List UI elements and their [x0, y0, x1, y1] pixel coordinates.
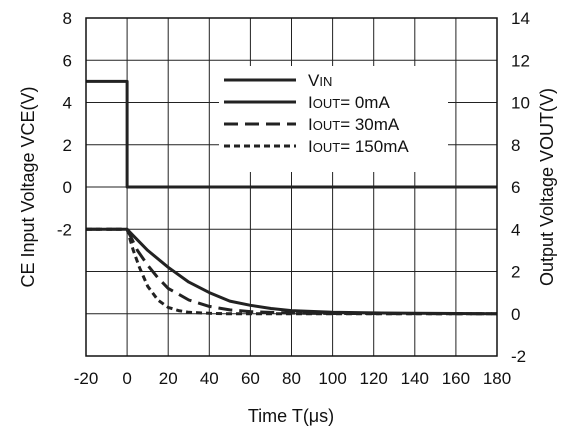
y-right-tick-label: 2	[511, 263, 520, 282]
y-right-tick-label: 12	[511, 51, 530, 70]
x-tick-label: 0	[122, 369, 131, 388]
y-right-tick-label: 4	[511, 220, 520, 239]
legend-label-2: IOUT= 30mA	[308, 115, 400, 134]
legend-label-1: IOUT= 0mA	[308, 93, 390, 112]
y-left-tick-label: 0	[63, 178, 72, 197]
y-right-tick-label: 8	[511, 136, 520, 155]
y-right-tick-label: 6	[511, 178, 520, 197]
x-tick-label: 120	[360, 369, 388, 388]
y-right-tick-label: -2	[511, 347, 526, 366]
x-tick-label: -20	[74, 369, 99, 388]
series-line-3	[86, 227, 497, 316]
y-left-tick-label: 4	[63, 94, 72, 113]
y-right-tick-label: 14	[511, 9, 530, 28]
y-left-tick-label: 6	[63, 51, 72, 70]
legend-background	[219, 66, 448, 172]
legend-label-3: IOUT= 150mA	[308, 137, 409, 156]
x-tick-label: 100	[318, 369, 346, 388]
series-layer	[86, 79, 498, 316]
x-tick-label: 80	[282, 369, 301, 388]
plot-frame	[85, 17, 498, 357]
y-right-tick-label: 0	[511, 305, 520, 324]
x-tick-label: 180	[483, 369, 511, 388]
x-tick-label: 160	[442, 369, 470, 388]
y-axis-title-right: Output Voltage VOUT(V)	[537, 88, 557, 286]
x-tick-label: 40	[200, 369, 219, 388]
series-line-0	[86, 79, 497, 189]
y-left-tick-label: 2	[63, 136, 72, 155]
x-tick-label: 20	[159, 369, 178, 388]
y-right-tick-label: 10	[511, 94, 530, 113]
y-left-tick-label: 8	[63, 9, 72, 28]
x-tick-label: 60	[241, 369, 260, 388]
tick-labels: -20 0 20 40 60 80 100 120 140 160 18086420-2141210…	[57, 9, 530, 388]
legend: VIN IOUT= 0mA IOUT= 30mA IOUT= 150mA	[219, 66, 448, 172]
legend-label-0: VIN	[308, 71, 332, 90]
x-axis-title: Time T(μs)	[248, 406, 334, 426]
y-axis-title-left: CE Input Voltage VCE(V)	[18, 86, 38, 287]
y-left-tick-label: -2	[57, 220, 72, 239]
x-tick-label: 140	[401, 369, 429, 388]
